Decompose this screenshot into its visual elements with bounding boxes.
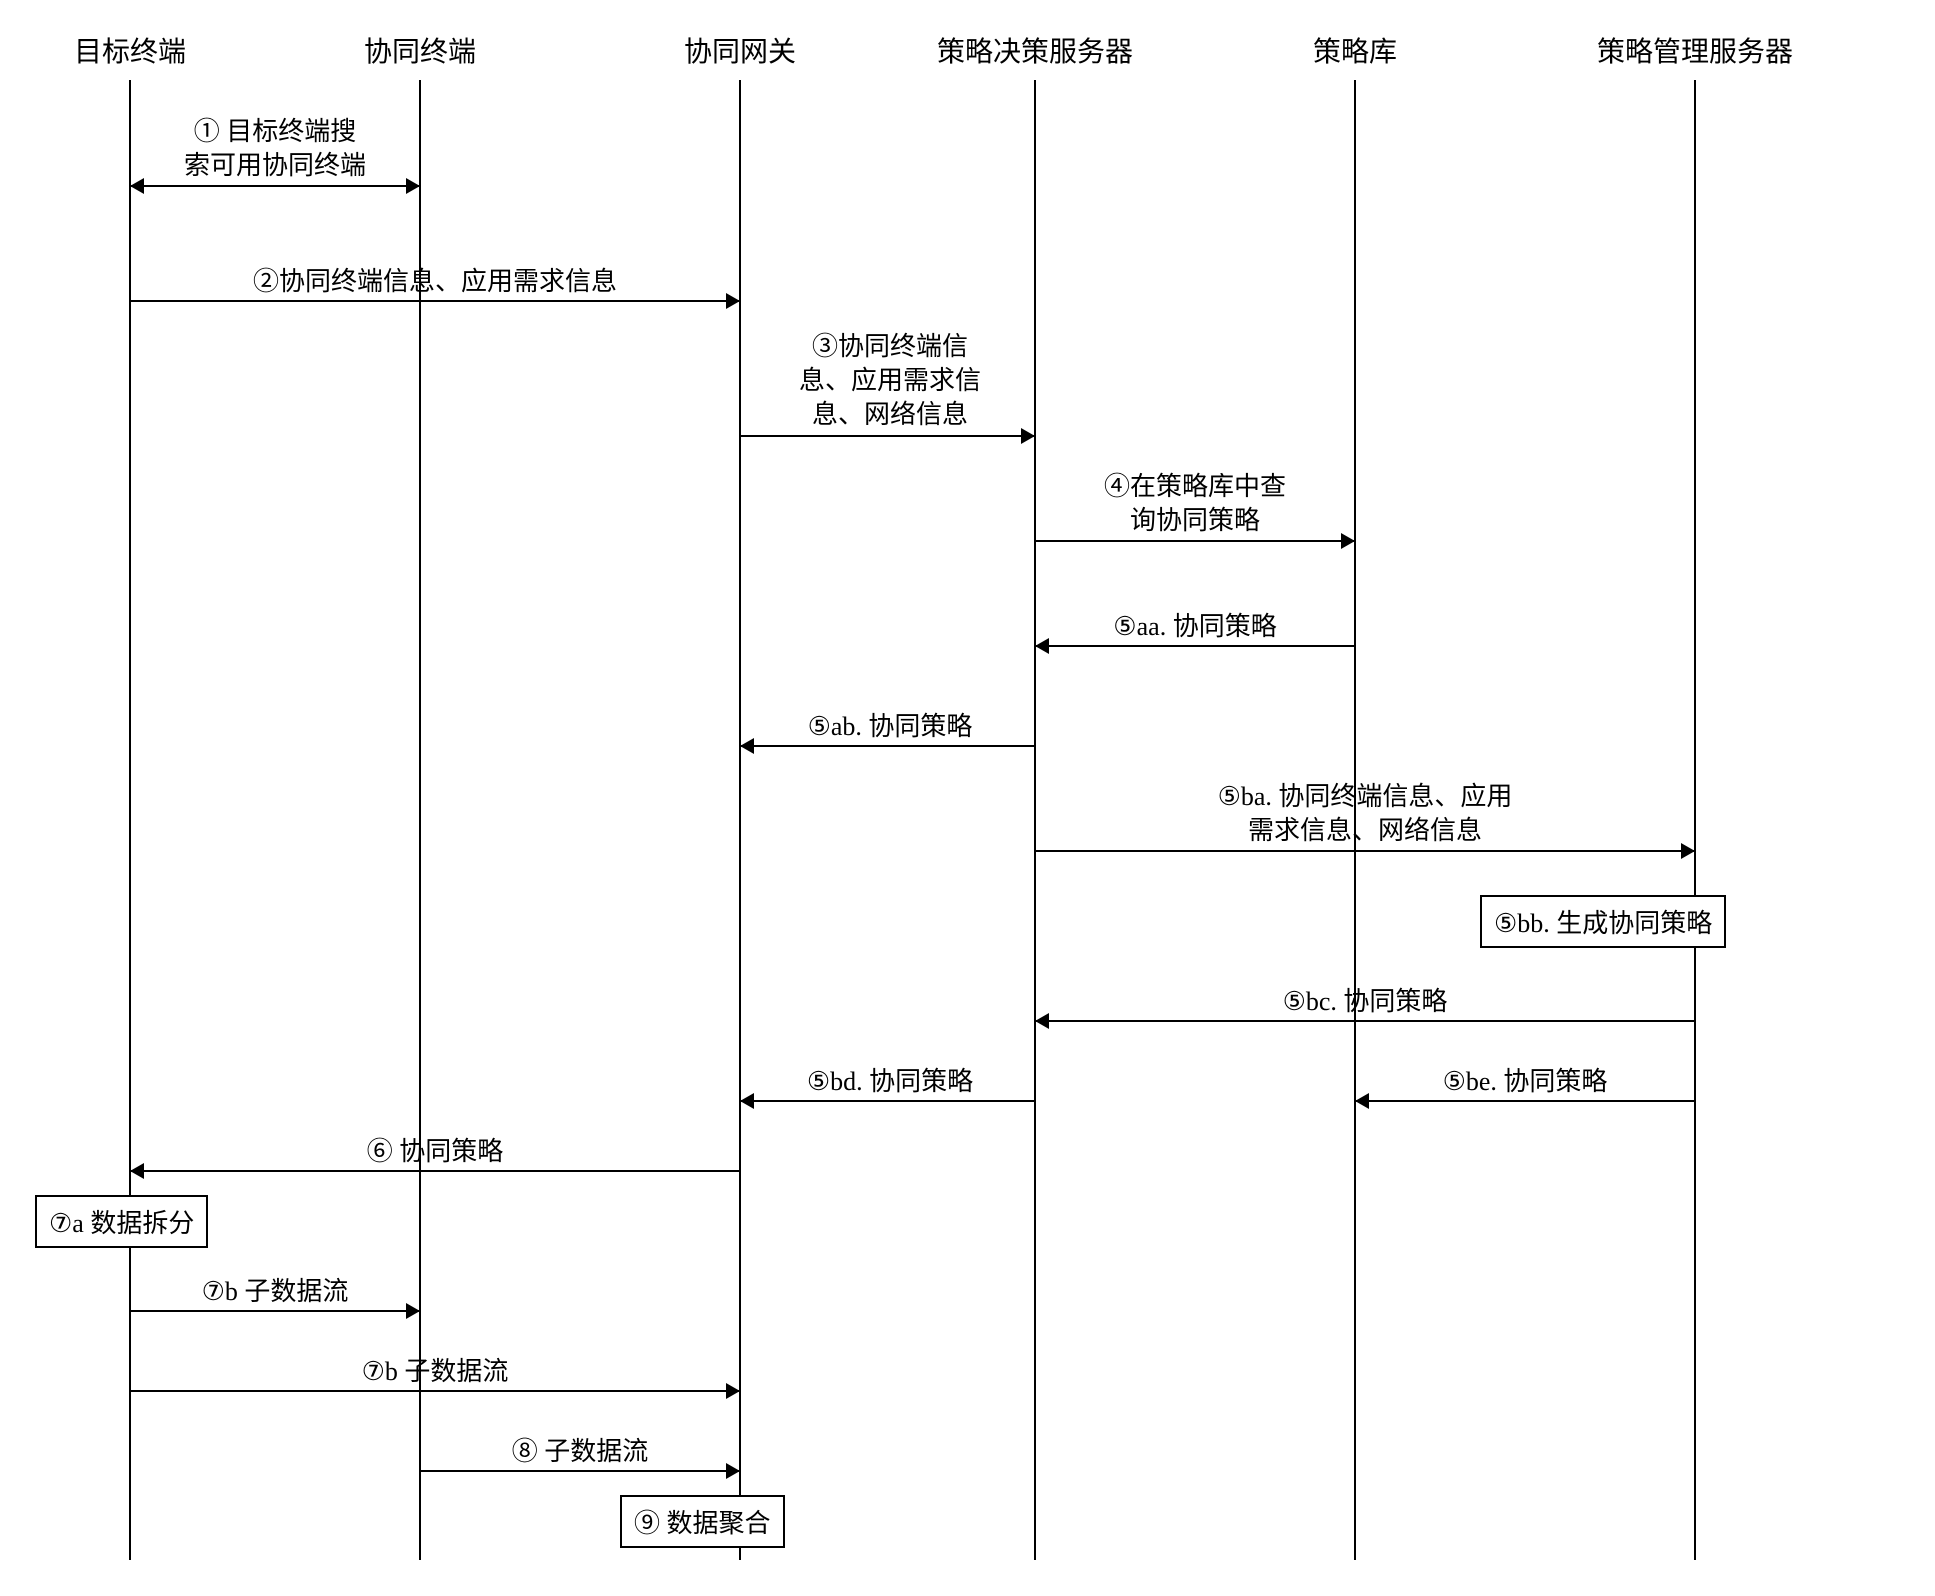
lifeline-coop xyxy=(419,80,421,1560)
message-5bd-line xyxy=(740,1100,1035,1102)
message-5aa-line xyxy=(1035,645,1355,647)
arrow-right-icon xyxy=(406,1303,420,1319)
arrow-right-icon xyxy=(1341,533,1355,549)
message-2-label: ②协同终端信息、应用需求信息 xyxy=(253,265,617,299)
participant-pms: 策略管理服务器 xyxy=(1597,30,1793,70)
lifeline-pms xyxy=(1694,80,1696,1560)
message-8-label: ⑧ 子数据流 xyxy=(512,1435,649,1469)
arrow-right-icon xyxy=(1021,428,1035,444)
arrow-right-icon xyxy=(406,178,420,194)
message-3-line xyxy=(740,435,1035,437)
arrow-right-icon xyxy=(1681,843,1695,859)
message-5be-label: ⑤be. 协同策略 xyxy=(1443,1065,1608,1099)
arrow-left-icon xyxy=(1035,638,1049,654)
participant-target: 目标终端 xyxy=(74,30,186,70)
message-7b1-line xyxy=(130,1310,420,1312)
message-5ab-label: ⑤ab. 协同策略 xyxy=(808,710,973,744)
participant-gateway: 协同网关 xyxy=(684,30,796,70)
arrow-left-icon xyxy=(740,1093,754,1109)
message-5bd-label: ⑤bd. 协同策略 xyxy=(807,1065,973,1099)
message-1-label: ① 目标终端搜 索可用协同终端 xyxy=(184,115,366,183)
message-7a-box: ⑦a 数据拆分 xyxy=(35,1195,208,1248)
message-1-line xyxy=(130,185,420,187)
arrow-right-icon xyxy=(726,293,740,309)
lifeline-pds xyxy=(1034,80,1036,1560)
message-4-label: ④在策略库中查 询协同策略 xyxy=(1104,470,1286,538)
message-5be-line xyxy=(1355,1100,1695,1102)
message-8-line xyxy=(420,1470,740,1472)
sequence-diagram: 目标终端 协同终端 协同网关 策略决策服务器 策略库 策略管理服务器 ① 目标终… xyxy=(20,20,1915,1576)
message-7b2-label: ⑦b 子数据流 xyxy=(362,1355,509,1389)
message-5ba-label: ⑤ba. 协同终端信息、应用 需求信息、网络信息 xyxy=(1218,780,1513,848)
arrow-left-icon xyxy=(130,1163,144,1179)
message-2-line xyxy=(130,300,740,302)
arrow-right-icon xyxy=(726,1463,740,1479)
message-9-box: ⑨ 数据聚合 xyxy=(620,1495,785,1548)
participant-pds: 策略决策服务器 xyxy=(937,30,1133,70)
arrow-left-icon xyxy=(1355,1093,1369,1109)
arrow-left-icon xyxy=(1035,1013,1049,1029)
message-5ab-line xyxy=(740,745,1035,747)
message-6-line xyxy=(130,1170,740,1172)
lifeline-target xyxy=(129,80,131,1560)
message-5ba-line xyxy=(1035,850,1695,852)
arrow-left-icon xyxy=(130,178,144,194)
message-7b1-label: ⑦b 子数据流 xyxy=(202,1275,349,1309)
message-5bb-box: ⑤bb. 生成协同策略 xyxy=(1480,895,1726,948)
message-3-label: ③协同终端信 息、应用需求信 息、网络信息 xyxy=(799,330,981,431)
message-4-line xyxy=(1035,540,1355,542)
message-6-label: ⑥ 协同策略 xyxy=(367,1135,504,1169)
message-5bc-label: ⑤bc. 协同策略 xyxy=(1283,985,1448,1019)
message-5bc-line xyxy=(1035,1020,1695,1022)
participant-coop: 协同终端 xyxy=(364,30,476,70)
arrow-right-icon xyxy=(726,1383,740,1399)
arrow-left-icon xyxy=(740,738,754,754)
participant-plib: 策略库 xyxy=(1313,30,1397,70)
message-5aa-label: ⑤aa. 协同策略 xyxy=(1113,610,1276,644)
message-7b2-line xyxy=(130,1390,740,1392)
